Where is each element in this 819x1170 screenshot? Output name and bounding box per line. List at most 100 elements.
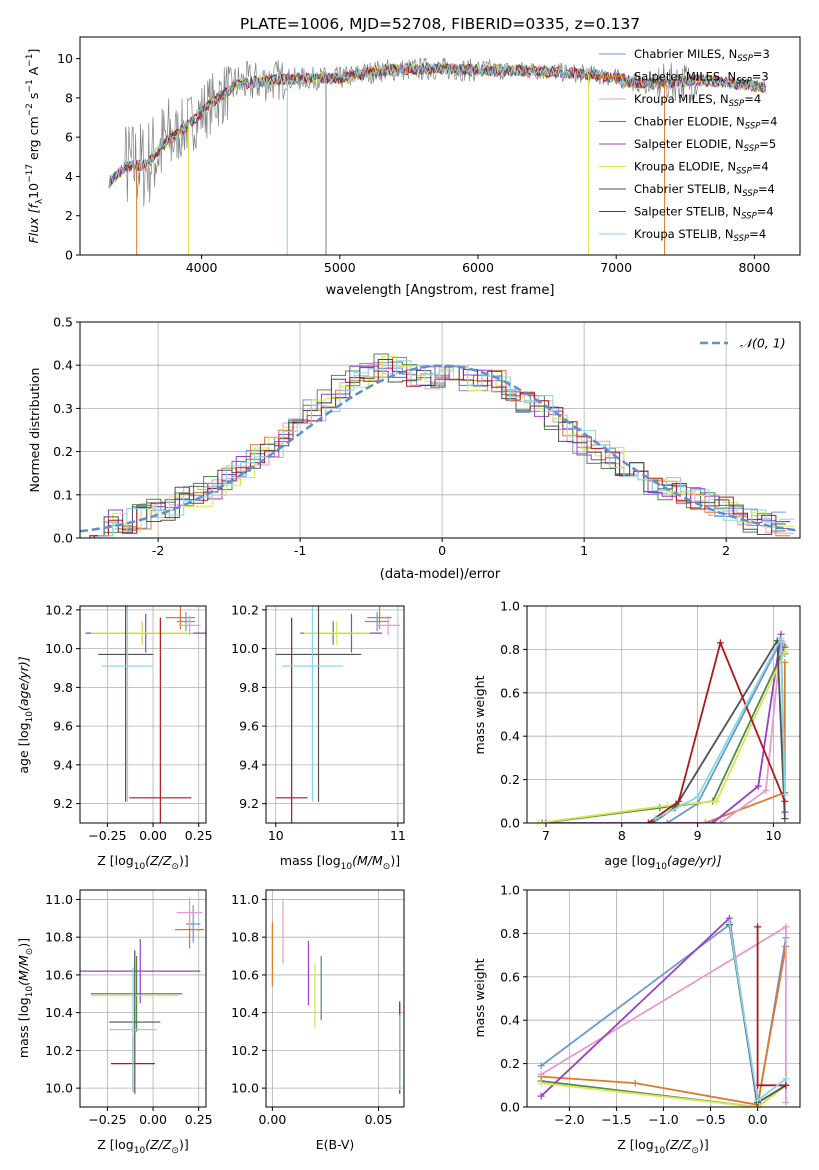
legend-series-name: Kroupa MILES [634, 92, 713, 106]
legend-nssp-value: 4 [770, 115, 777, 129]
y-axis-label-part: ⊙ [25, 948, 35, 956]
legend-nssp-prefix: , N [726, 182, 742, 196]
y-tick-label: 10.2 [45, 602, 73, 617]
y-tick-label: 9.2 [239, 796, 259, 811]
y-axis-label-part: erg cm [26, 116, 41, 164]
legend-label: Salpeter ELODIE, NSSP=5 [634, 137, 776, 154]
legend-nssp-prefix: , N [729, 115, 745, 129]
y-tick-label: 0.4 [500, 729, 520, 744]
y-tick-label: 10.2 [45, 1043, 73, 1058]
legend-nssp-value: 4 [759, 227, 766, 241]
legend-series-name: Salpeter STELIB [634, 205, 725, 219]
legend-nssp-sub: SSP [736, 77, 752, 87]
x-axis-label-part: 10 [656, 862, 668, 872]
legend-series-name: Kroupa ELODIE [634, 160, 720, 174]
x-tick-label: 0.25 [185, 1112, 213, 1127]
legend-label: Kroupa ELODIE, NSSP=4 [634, 160, 769, 177]
legend-nssp-eq: = [749, 227, 759, 241]
x-tick-label: 6000 [462, 260, 494, 275]
axes-frame [265, 889, 405, 1108]
legend-nssp-value: 5 [769, 137, 776, 151]
x-axis-label: wavelength [Angstrom, rest frame] [326, 283, 555, 298]
axes-residuals: -2 -1 0 1 2 0.0 0.1 0.2 0.3 0.4 0.5 [53, 315, 801, 558]
y-tick-label: 10.8 [231, 930, 259, 945]
y-axis-label-part: (age/yr)] [16, 656, 31, 711]
y-tick-label: 0.6 [500, 969, 520, 984]
axes-frame [265, 605, 405, 824]
weight-line-kroupa-miles [719, 638, 786, 823]
error-point [90, 621, 194, 645]
legend-label: Chabrier MILES, NSSP=3 [634, 47, 770, 64]
error-point [176, 611, 196, 632]
y-tick-label: 0.2 [500, 1056, 520, 1071]
y-tick-label: 10.2 [231, 602, 259, 617]
weight-line-salpeter-stelib [647, 640, 786, 823]
legend-nssp-prefix: , N [721, 47, 737, 61]
y-tick-label: 10.4 [45, 1005, 73, 1020]
x-axis-label-part: (Z/Z [145, 1137, 172, 1152]
weight-marker [782, 1075, 790, 1083]
plot-area [537, 914, 790, 1107]
x-tick-label: 4000 [186, 260, 218, 275]
y-axis-label-part: 10 [25, 986, 35, 998]
axes-massweight-vs-age: 7 8 9 10 0.0 0.2 0.4 0.6 0.8 1.0 [500, 599, 801, 843]
legend-nssp-prefix: , N [720, 70, 736, 84]
x-axis-label: age [log10(age/yr)] [604, 853, 721, 872]
y-tick-label: 9.8 [53, 680, 73, 695]
figure-title: PLATE=1006, MJD=52708, FIBERID=0335, z=0… [240, 15, 640, 33]
weight-marker [781, 815, 789, 823]
x-axis-label: Z [log10(Z/Z⊙)] [97, 1137, 188, 1156]
weight-marker [781, 797, 789, 805]
error-point [275, 606, 362, 802]
y-tick-label: 0.4 [53, 358, 73, 373]
weight-marker [782, 1099, 790, 1107]
x-axis-label-part: Z [log [97, 1137, 133, 1152]
y-tick-label: 0.0 [500, 816, 520, 831]
y-tick-label: 0.1 [53, 487, 73, 502]
weight-marker [781, 791, 789, 799]
weight-marker [754, 923, 762, 931]
y-tick-label: 9.6 [239, 719, 259, 734]
y-tick-label: 0.0 [53, 531, 73, 546]
x-tick-label: 9 [694, 828, 702, 843]
weight-marker [725, 919, 733, 927]
x-axis-label-part: (Z/Z [665, 1137, 692, 1152]
x-axis-label: Z [log10(Z/Z⊙)] [617, 1137, 708, 1156]
weight-marker [542, 819, 550, 823]
y-tick-label: 0.8 [500, 642, 520, 657]
plot-area [534, 630, 789, 823]
weight-marker [537, 1079, 545, 1087]
axes-age-vs-Z: −0.25 0.00 0.25 9.2 9.4 9.6 9.8 10.0 10.2 [45, 602, 212, 843]
weight-marker [537, 1062, 545, 1070]
x-axis-label-part: Z [log [97, 853, 133, 868]
legend-nssp-eq: = [758, 182, 768, 196]
weight-line-kroupa-stelib [655, 635, 786, 820]
legend-label: Chabrier ELODIE, NSSP=4 [634, 115, 777, 132]
residual-histogram-chabrier-stelib [89, 366, 786, 538]
y-tick-label: 0.2 [53, 444, 73, 459]
y-tick-label: 10.0 [231, 641, 259, 656]
weight-marker [644, 819, 652, 823]
weight-marker [781, 648, 789, 656]
y-tick-label: 10.6 [231, 967, 259, 982]
x-axis-label: Z [log10(Z/Z⊙)] [97, 853, 188, 872]
legend-series-name: Chabrier ELODIE [634, 115, 729, 129]
weight-marker [694, 793, 702, 801]
y-tick-label: 4 [65, 169, 73, 184]
legend-nssp-eq: = [753, 47, 763, 61]
x-tick-label: −0.5 [695, 1112, 725, 1127]
error-point [101, 606, 154, 802]
residual-histogram-kroupa-elodie [98, 356, 795, 538]
legend-nssp-value: 4 [768, 182, 775, 196]
plot-area [271, 899, 401, 1094]
y-tick-label: 9.8 [239, 680, 259, 695]
error-point [185, 905, 201, 943]
x-tick-label: 5000 [324, 260, 356, 275]
y-axis-label-part: A [26, 66, 41, 79]
weight-line-kroupa-elodie [541, 1082, 787, 1107]
y-tick-label: 10.6 [45, 967, 73, 982]
y-tick-label: 0 [65, 248, 73, 263]
y-tick-label: 10.2 [231, 1043, 259, 1058]
weight-marker [675, 797, 683, 805]
x-tick-label: −1.0 [648, 1112, 678, 1127]
